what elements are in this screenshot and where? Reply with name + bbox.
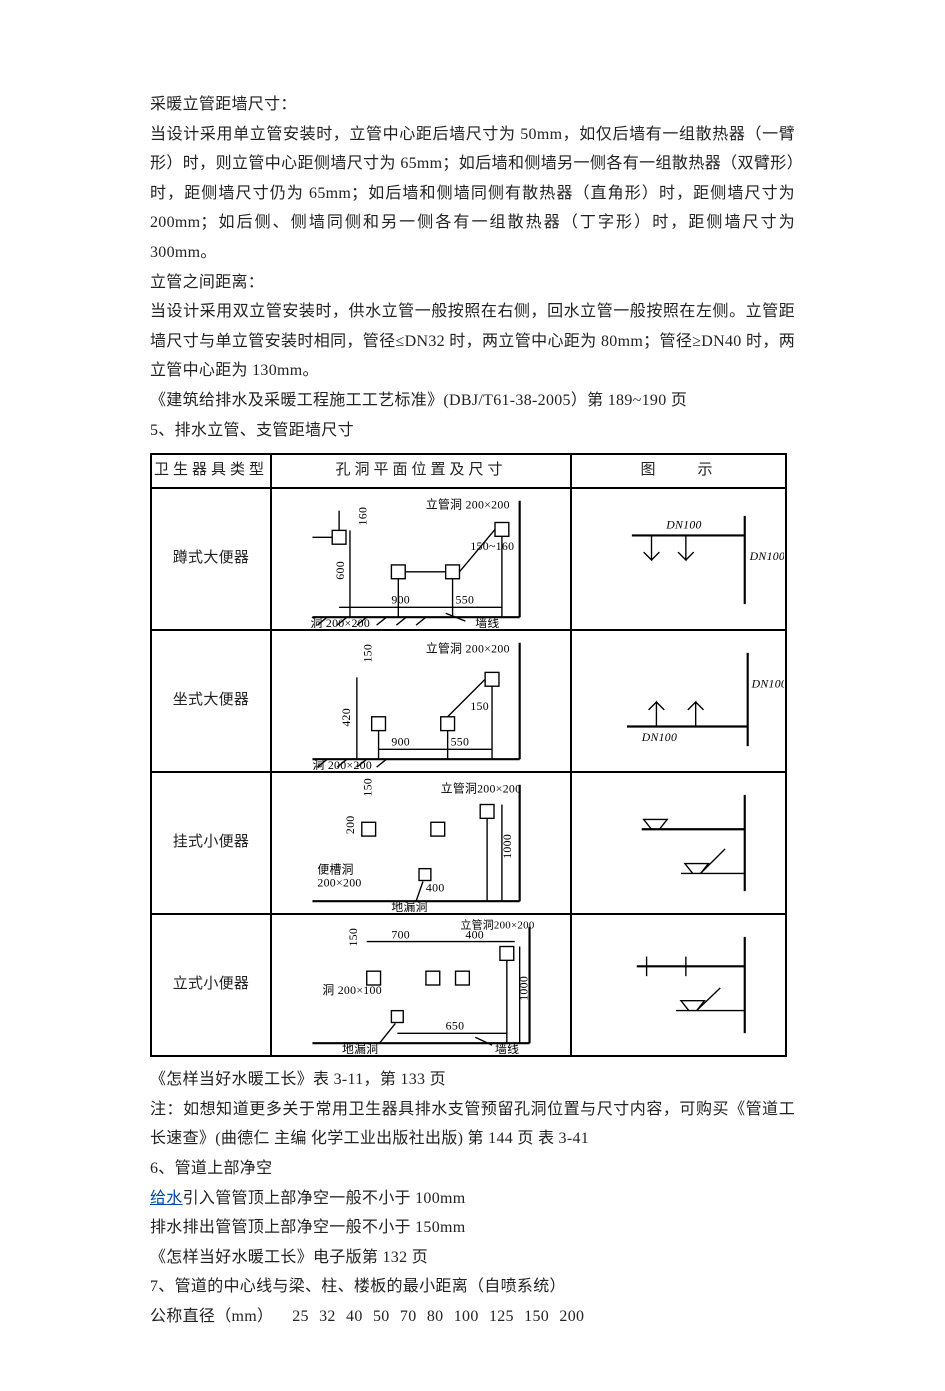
- water-supply-link[interactable]: 给水: [150, 1190, 183, 1207]
- heading-section-5: 5、排水立管、支管距墙尺寸: [150, 416, 795, 446]
- table-row: 坐式大便器: [151, 630, 786, 772]
- dim-150-top: 150: [361, 644, 375, 663]
- dim-400: 400: [426, 880, 445, 894]
- iso-diagram-squat: DN100 DN100: [573, 490, 784, 628]
- heading-riser-spacing: 立管之间距离：: [150, 268, 795, 298]
- paragraph-drain-clearance: 排水排出管管顶上部净空一般不小于 150mm: [150, 1213, 795, 1243]
- plan-diagram-floor-urinal: 700 400 150: [273, 916, 569, 1054]
- dn-value: 25: [292, 1308, 309, 1325]
- dim-200: 200: [343, 816, 357, 835]
- paragraph-book-ref-2: 《怎样当好水暖工长》电子版第 132 页: [150, 1243, 795, 1273]
- dn-value: 50: [373, 1308, 390, 1325]
- dn-value: 200: [559, 1308, 584, 1325]
- dn-value: 70: [400, 1308, 417, 1325]
- plan-diagram-squat: 600 160 150~160 900 550 立管洞 200×200 洞 20…: [273, 490, 569, 628]
- paragraph-single-riser: 当设计采用单立管安装时，立管中心距后墙尺寸为 50mm，如仅后墙有一组散热器（一…: [150, 120, 795, 268]
- illustration-cell: DN100 DN100: [571, 488, 786, 630]
- heading-riser-distance: 采暖立管距墙尺寸：: [150, 90, 795, 120]
- label-wall-line: 墙线: [495, 1042, 519, 1054]
- fixture-table: 卫生器具类型 孔洞平面位置及尺寸 图 示 蹲式大便器: [150, 453, 785, 1057]
- supply-clearance-text: 引入管管顶上部净空一般不小于 100mm: [183, 1190, 466, 1207]
- table-row: 立式小便器 700 400 150: [151, 914, 786, 1056]
- dim-160: 160: [356, 507, 370, 526]
- dim-1000: 1000: [500, 834, 514, 859]
- iso-diagram-floor-urinal: [573, 916, 784, 1054]
- paragraph-double-riser: 当设计采用双立管安装时，供水立管一般按照在右侧，回水立管一般按照在左侧。立管距墙…: [150, 297, 795, 386]
- dn-value: 80: [427, 1308, 444, 1325]
- paragraph-standard-ref: 《建筑给排水及采暖工程施工工艺标准》(DBJ/T61-38-2005）第 189…: [150, 386, 795, 416]
- dim-150-160: 150~160: [470, 539, 514, 553]
- table-row: 挂式小便器 200 150: [151, 772, 786, 914]
- label-trough-size: 200×200: [317, 876, 361, 890]
- plan-diagram-cell: 200 150 1000 400 立管洞200×200 便槽洞 200×200 …: [271, 772, 571, 914]
- dn-value: 125: [489, 1308, 514, 1325]
- label-hole: 洞 200×200: [312, 758, 372, 770]
- plan-diagram-cell: 700 400 150: [271, 914, 571, 1056]
- dim-700: 700: [391, 928, 410, 942]
- dim-650: 650: [446, 1019, 465, 1033]
- label-riser-hole: 立管洞200×200: [460, 918, 534, 932]
- nominal-diameter-line: 公称直径（mm） 25 32 40 50 70 80 100 125 150 2…: [150, 1302, 795, 1332]
- dn-label: 公称直径（mm）: [150, 1308, 273, 1325]
- dim-550: 550: [456, 593, 475, 607]
- label-dn-bottom: DN100: [641, 731, 677, 744]
- plan-diagram-sit: 420 150 150 900 550 立管洞 200×200 洞 200×20…: [273, 632, 569, 770]
- paragraph-book-ref-1: 《怎样当好水暖工长》表 3-11，第 133 页: [150, 1065, 795, 1095]
- iso-diagram-wall-urinal: [573, 774, 784, 912]
- label-dn-top: DN100: [665, 519, 701, 532]
- illustration-cell: DN100 DN100: [571, 630, 786, 772]
- label-dn-right: DN100: [749, 550, 784, 563]
- dim-150: 150: [361, 778, 375, 797]
- plan-diagram-wall-urinal: 200 150 1000 400 立管洞200×200 便槽洞 200×200 …: [273, 774, 569, 912]
- dn-value: 100: [454, 1308, 479, 1325]
- fixture-label: 坐式大便器: [151, 630, 271, 772]
- label-hole: 洞 200×200: [310, 616, 370, 628]
- label-floor-drain: 地漏洞: [342, 1042, 378, 1054]
- label-riser-hole: 立管洞 200×200: [426, 498, 510, 512]
- dn-value: 150: [524, 1308, 549, 1325]
- label-riser-hole: 立管洞 200×200: [426, 642, 510, 656]
- dim-600: 600: [333, 561, 347, 580]
- paragraph-supply-clearance: 给水引入管管顶上部净空一般不小于 100mm: [150, 1184, 795, 1214]
- table-header-row: 卫生器具类型 孔洞平面位置及尺寸 图 示: [151, 454, 786, 488]
- label-floor-drain: 地漏洞: [391, 900, 427, 912]
- th-fixture-type: 卫生器具类型: [151, 454, 271, 488]
- table-row: 蹲式大便器: [151, 488, 786, 630]
- heading-section-7: 7、管道的中心线与梁、柱、楼板的最小距离（自喷系统）: [150, 1272, 795, 1302]
- dn-value: 40: [346, 1308, 363, 1325]
- document-page: 采暖立管距墙尺寸： 当设计采用单立管安装时，立管中心距后墙尺寸为 50mm，如仅…: [0, 0, 945, 1391]
- label-dn-right: DN100: [751, 677, 784, 690]
- dim-420: 420: [339, 708, 353, 727]
- dim-550: 550: [451, 735, 470, 749]
- illustration-cell: [571, 772, 786, 914]
- label-hole: 洞 200×100: [322, 983, 382, 997]
- dim-1000: 1000: [517, 976, 531, 1001]
- paragraph-note: 注：如想知道更多关于常用卫生器具排水支管预留孔洞位置与尺寸内容，可购买《管道工长…: [150, 1095, 795, 1154]
- label-wall-line: 墙线: [475, 616, 499, 628]
- fixture-label: 挂式小便器: [151, 772, 271, 914]
- plan-diagram-cell: 600 160 150~160 900 550 立管洞 200×200 洞 20…: [271, 488, 571, 630]
- dim-150: 150: [346, 928, 360, 947]
- illustration-cell: [571, 914, 786, 1056]
- fixture-label: 立式小便器: [151, 914, 271, 1056]
- dim-900: 900: [391, 593, 410, 607]
- dim-900: 900: [391, 735, 410, 749]
- th-plan: 孔洞平面位置及尺寸: [271, 454, 571, 488]
- dn-value: 32: [319, 1308, 336, 1325]
- dim-150: 150: [470, 699, 489, 713]
- fixture-label: 蹲式大便器: [151, 488, 271, 630]
- plan-diagram-cell: 420 150 150 900 550 立管洞 200×200 洞 200×20…: [271, 630, 571, 772]
- th-illustration: 图 示: [571, 454, 786, 488]
- iso-diagram-sit: DN100 DN100: [573, 632, 784, 770]
- heading-section-6: 6、管道上部净空: [150, 1154, 795, 1184]
- label-riser-hole: 立管洞200×200: [441, 782, 522, 796]
